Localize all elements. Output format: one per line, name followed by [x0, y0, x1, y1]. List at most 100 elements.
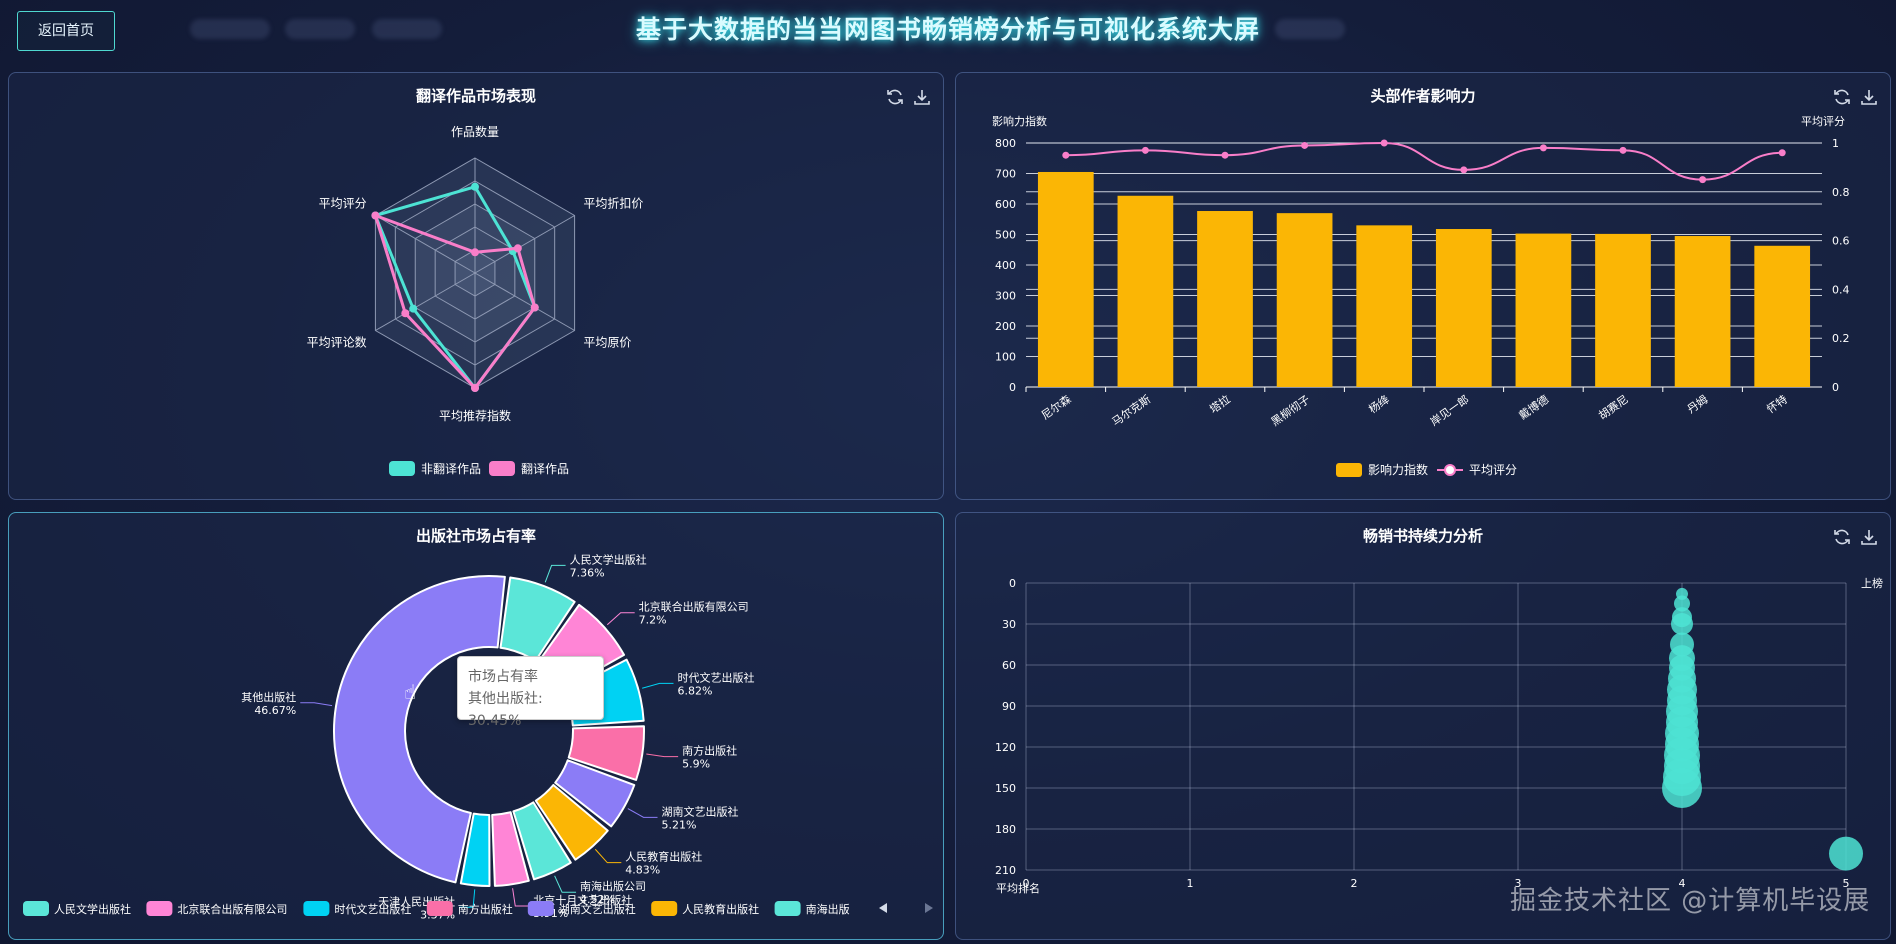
y-tick-label: 210: [995, 864, 1016, 877]
slice-label: 人民教育出版社: [625, 850, 702, 864]
y-left-tick: 400: [995, 259, 1016, 272]
rating-point: [1141, 146, 1149, 154]
donut-slice: [567, 725, 645, 781]
x-tick-label: 5: [1843, 877, 1850, 890]
y-left-tick: 600: [995, 198, 1016, 211]
refresh-icon[interactable]: [1832, 527, 1852, 547]
y-left-tick: 300: [995, 290, 1016, 303]
y-right-tick: 0.4: [1832, 283, 1850, 296]
x-tick-label: 杨绛: [1366, 392, 1392, 416]
tooltip-title: 市场占有率: [468, 669, 538, 685]
header: 返回首页 基于大数据的当当网图书畅销榜分析与可视化系统大屏: [0, 0, 1896, 62]
slice-pct: 6.82%: [677, 684, 712, 697]
y-right-axis-title: 上榜: [1861, 576, 1883, 590]
refresh-icon[interactable]: [1832, 87, 1852, 107]
legend-swatch: [651, 901, 678, 916]
blurred-nav-pill: [285, 19, 355, 39]
tooltip-line: 其他出版社: 30.45%: [468, 691, 543, 729]
y-left-tick: 800: [995, 137, 1016, 150]
legend-marker: [1444, 464, 1456, 476]
slice-pct: 7.36%: [570, 566, 605, 579]
slice-label: 时代文艺出版社: [677, 670, 754, 684]
legend-swatch: [489, 461, 515, 476]
label-leader-line: [554, 875, 577, 893]
radar-point: [471, 182, 479, 191]
bar: [1515, 233, 1572, 387]
legend-swatch: [303, 901, 330, 916]
publisher-panel: 出版社市场占有率 人民文学出版社 7.36% 北京联合出版有限公司 7.2% 时代文艺出…: [8, 512, 944, 940]
slice-label: 南方出版社: [682, 744, 737, 758]
refresh-icon[interactable]: [885, 87, 905, 107]
x-tick-label: 0: [1023, 877, 1030, 890]
download-icon[interactable]: [1859, 527, 1879, 547]
label-leader-line: [512, 888, 530, 907]
bar: [1117, 195, 1174, 387]
label-leader-line: [642, 682, 674, 689]
slice-pct: 5.21%: [662, 818, 697, 831]
slice-label: 其他出版社: [241, 690, 296, 704]
rating-line: [1065, 141, 1783, 181]
legend-label: 人民教育出版社: [682, 902, 759, 916]
slice-pct: 4.52%: [580, 893, 615, 906]
x-tick-label: 3: [1515, 877, 1522, 890]
y-tick-label: 120: [995, 741, 1016, 754]
slice-pct: 4.83%: [625, 864, 660, 877]
download-icon[interactable]: [912, 87, 932, 107]
donut-slice: [554, 759, 636, 828]
y-tick-label: 90: [1002, 700, 1016, 713]
bar: [1037, 171, 1094, 387]
radar-indicator-label: 作品数量: [451, 124, 499, 139]
label-leader-line: [459, 889, 476, 908]
blurred-nav-pill: [1275, 19, 1345, 39]
radar-indicator-label: 平均推荐指数: [439, 408, 511, 423]
rating-point: [1380, 139, 1388, 147]
bar: [1754, 245, 1811, 387]
radar-point: [471, 384, 479, 392]
legend-swatch: [1336, 463, 1362, 477]
radar-axis: [474, 272, 575, 331]
radar-axis: [375, 215, 476, 274]
bar: [1276, 213, 1333, 387]
label-leader-line: [646, 753, 679, 758]
y-left-tick: 200: [995, 320, 1016, 333]
rating-point: [1619, 146, 1627, 154]
download-icon[interactable]: [1859, 87, 1879, 107]
x-tick-label: 胡赛尼: [1596, 392, 1631, 422]
publisher-donut-chart: 人民文学出版社7.36%北京联合出版有限公司7.2%时代文艺出版社6.82%南方…: [23, 552, 933, 921]
x-tick-label: 4: [1679, 877, 1686, 890]
y-tick-label: 0: [1009, 577, 1016, 590]
legend-next-icon: [925, 903, 933, 913]
bar: [1595, 233, 1651, 387]
hand-cursor-icon: ☝: [404, 680, 417, 704]
panel-title: 出版社市场占有率: [415, 527, 536, 545]
x-tick-label: 2: [1351, 877, 1358, 890]
label-leader-line: [544, 564, 566, 583]
legend-label: 时代文艺出版社: [334, 902, 411, 916]
label-leader-line: [606, 612, 635, 626]
rating-point: [1539, 144, 1547, 152]
y-tick-label: 30: [1002, 618, 1016, 631]
radar-indicator-label: 平均折扣价: [583, 196, 643, 211]
author-panel: 头部作者影响力 0 100 200 300 400 500 600 700 800 0 0.2 0.4…: [955, 72, 1891, 500]
page-title: 基于大数据的当当网图书畅销榜分析与可视化系统大屏: [635, 15, 1260, 44]
radar-indicator-label: 平均评分: [319, 197, 367, 211]
donut-slice: [512, 801, 572, 881]
radar-panel: 翻译作品市场表现 作品数量 平均折扣价 平均原价 平均推荐指数 平均评论数 平均评分 非翻译…: [8, 72, 944, 500]
x-axis-title: 平均排名: [996, 881, 1040, 895]
back-home-button[interactable]: 返回首页: [17, 11, 115, 51]
y-right-axis-title: 平均评分: [1801, 115, 1845, 128]
y-right-tick: 0.8: [1832, 186, 1850, 199]
radar-axis: [474, 215, 575, 274]
radar-axis: [375, 272, 476, 331]
donut-slice: [333, 575, 506, 884]
scatter-point: [1674, 595, 1690, 612]
legend-label: 影响力指数: [1368, 462, 1428, 477]
blurred-nav-pill: [372, 19, 442, 39]
radar-indicator-label: 平均评论数: [307, 335, 367, 350]
rating-point: [1221, 151, 1229, 159]
slice-pct: 7.2%: [639, 614, 667, 627]
panel-title: 翻译作品市场表现: [415, 87, 536, 105]
legend-swatch: [527, 901, 554, 916]
watermark: 掘金技术社区 @计算机毕设展: [1510, 886, 1871, 916]
legend-swatch: [774, 901, 801, 916]
